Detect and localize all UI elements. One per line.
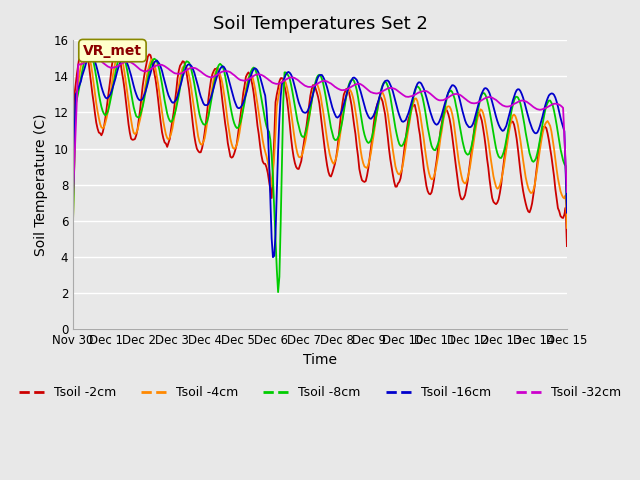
X-axis label: Time: Time xyxy=(303,353,337,367)
Title: Soil Temperatures Set 2: Soil Temperatures Set 2 xyxy=(212,15,428,33)
Legend: Tsoil -2cm, Tsoil -4cm, Tsoil -8cm, Tsoil -16cm, Tsoil -32cm: Tsoil -2cm, Tsoil -4cm, Tsoil -8cm, Tsoi… xyxy=(14,381,626,404)
Text: VR_met: VR_met xyxy=(83,44,142,58)
Y-axis label: Soil Temperature (C): Soil Temperature (C) xyxy=(34,113,47,256)
